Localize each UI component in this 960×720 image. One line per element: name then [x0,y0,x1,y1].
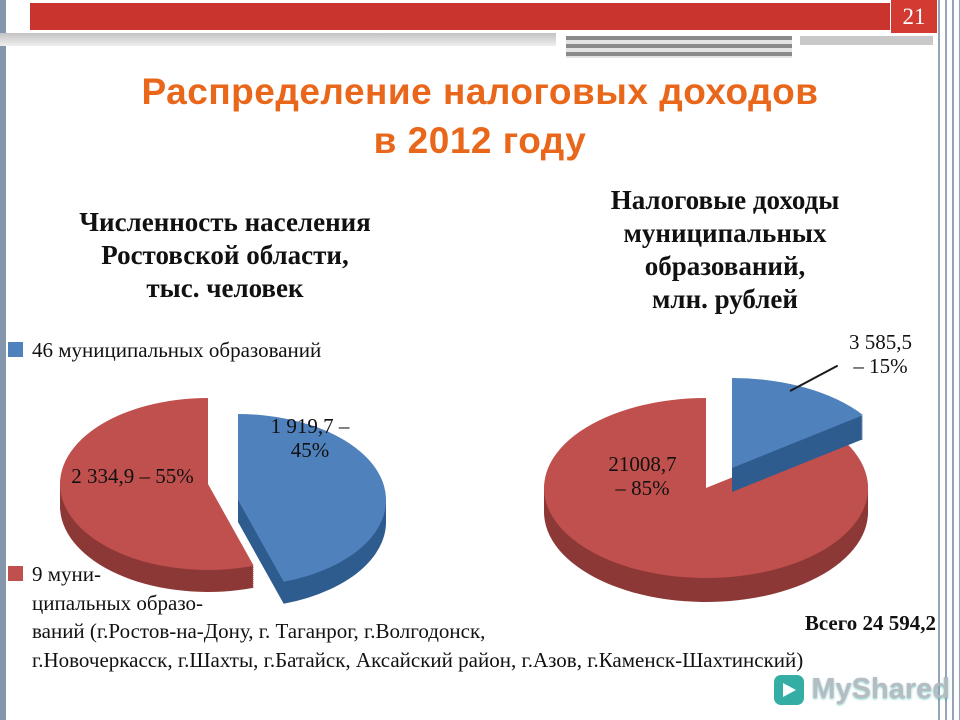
population-red-slice-label: 2 334,9 – 55% [71,464,194,488]
myshared-logo-icon [774,674,805,705]
page-number-badge: 21 [891,0,937,33]
revenue-pie-chart [544,378,869,602]
right-border-stripes [938,0,960,720]
legend-9-municipalities: 9 муни- ципальных образо- ваний (г.Росто… [8,560,943,674]
legend-red-label: 9 муни- ципальных образо- ваний (г.Росто… [32,562,804,672]
left-border-stripe [0,0,6,720]
revenue-blue-slice-label: 3 585,5 – 15% [849,330,912,379]
revenue-red-slice-label: 21008,7 – 85% [608,452,677,501]
slide-title: Распределение налоговых доходов в 2012 г… [141,71,819,161]
decor-gray-bar-stack [566,36,792,58]
myshared-watermark[interactable]: MyShared [774,673,950,706]
left-chart-title: Численность населения Ростовской области… [79,207,371,303]
legend-blue-label: 46 муниципальных образований [32,338,322,362]
right-chart-title: Налоговые доходы муниципальных образован… [610,185,840,314]
population-pie-chart [60,398,387,604]
total-label: Всего 24 594,2 [804,611,936,635]
legend-46-municipalities: 46 муниципальных образований [8,336,438,365]
legend-blue-swatch-icon [8,342,23,357]
population-blue-slice-label: 1 919,7 – 45% [270,414,350,463]
header-red-bar [30,3,890,30]
decor-gray-bar-left [0,33,556,46]
watermark-text: MyShared [811,673,950,705]
legend-red-swatch-icon [8,566,23,581]
decor-gray-bar-right [800,36,933,45]
